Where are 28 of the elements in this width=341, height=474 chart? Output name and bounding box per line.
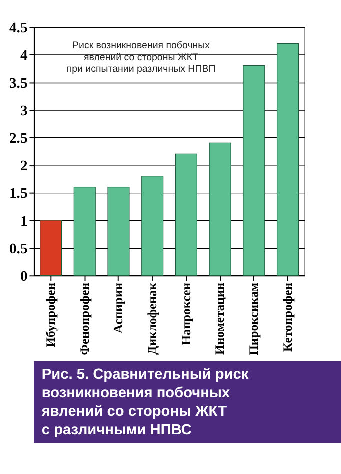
x-tick-label: Ибупрофен bbox=[44, 282, 58, 348]
bar bbox=[243, 66, 266, 276]
x-tick-label: Напроксен bbox=[179, 282, 194, 346]
y-tick-label: 2.5 bbox=[10, 130, 28, 147]
y-tick-label: 3.5 bbox=[10, 76, 28, 92]
y-tick-label: 1 bbox=[20, 214, 28, 230]
bar bbox=[209, 142, 232, 276]
x-tick-label: Пироксикам bbox=[247, 282, 262, 356]
bar bbox=[142, 176, 164, 276]
x-tick-label: Фенопрофен bbox=[78, 282, 92, 356]
x-tick-label: Кетопрофен bbox=[280, 282, 295, 352]
bar bbox=[108, 187, 130, 276]
text: Риск возникновения побочных явлений со стороны ЖКТ при испытании различных НПВП bbox=[66, 40, 216, 76]
x-tick-label: Аспирин bbox=[112, 282, 126, 334]
y-tick-label: 4.5 bbox=[10, 20, 28, 37]
y-tick-label: 0 bbox=[20, 269, 28, 286]
y-tick-label: 0.5 bbox=[10, 241, 28, 258]
y-tick-label: 3 bbox=[20, 103, 28, 120]
bar bbox=[40, 220, 62, 276]
bar bbox=[74, 187, 96, 276]
y-tick-label: 1.5 bbox=[10, 186, 28, 202]
text: Рис. 5. Сравнительный риск возникновения побочных явлений со стороны ЖКТ с различными НПВС bbox=[42, 366, 250, 438]
bar bbox=[175, 154, 198, 276]
y-tick-label: 2 bbox=[20, 158, 28, 175]
bar bbox=[277, 43, 300, 276]
x-tick-label: Диклофенак bbox=[145, 282, 160, 355]
y-tick-label: 4 bbox=[20, 48, 28, 64]
x-tick-label: Инометацин bbox=[213, 282, 228, 356]
